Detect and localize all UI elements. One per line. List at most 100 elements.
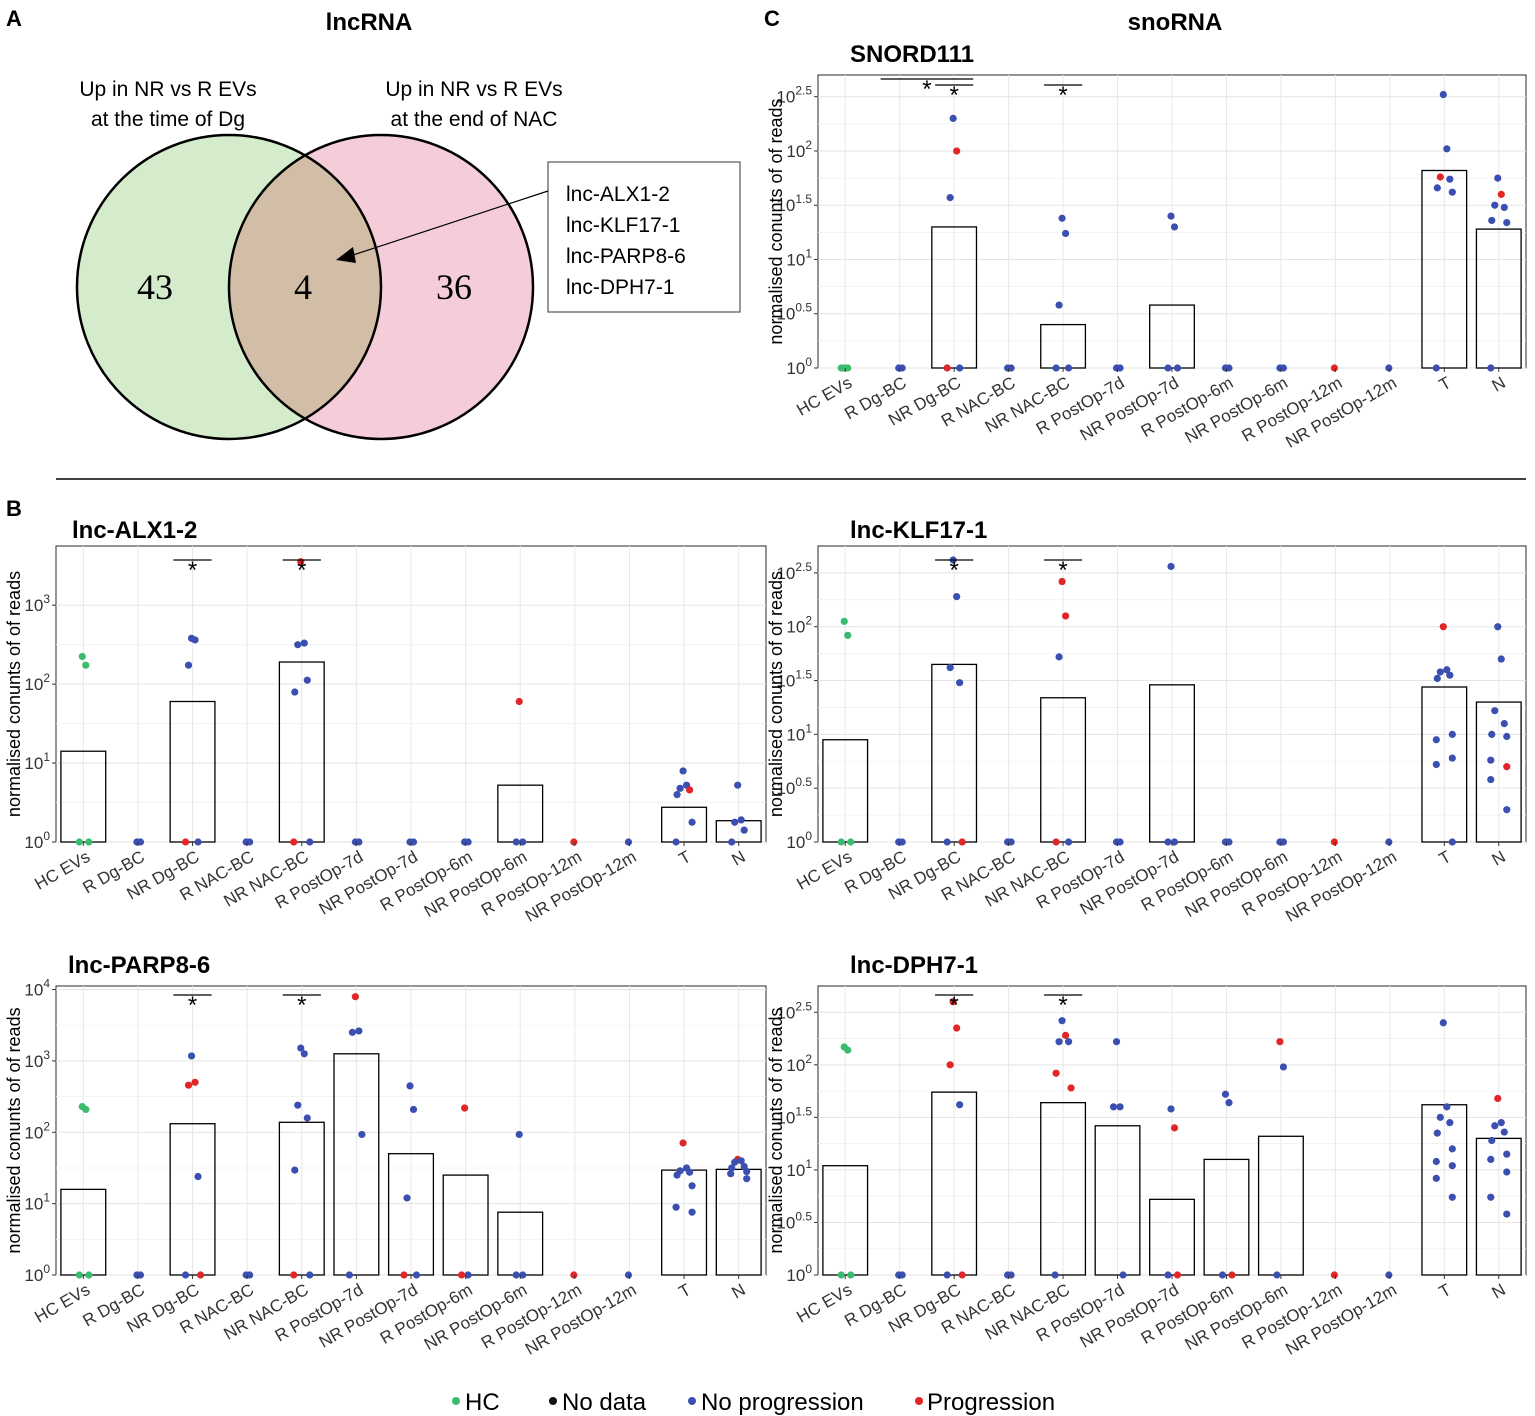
data-point — [1443, 1103, 1451, 1111]
data-point — [727, 1170, 735, 1178]
data-point — [953, 1024, 961, 1032]
data-point — [1487, 1155, 1495, 1163]
data-point — [512, 1271, 520, 1279]
data-point — [1119, 1271, 1127, 1279]
data-point — [1164, 838, 1172, 846]
data-point — [348, 1028, 356, 1036]
data-point — [1446, 175, 1454, 183]
data-point — [624, 838, 633, 846]
data-point — [958, 838, 966, 846]
y-tick-label: 100 — [786, 829, 812, 852]
data-point — [306, 1271, 314, 1279]
y-tick-label: 101.5 — [776, 1104, 812, 1127]
data-point — [672, 838, 680, 846]
data-point — [1052, 364, 1060, 372]
venn-right-outline — [227, 133, 535, 441]
data-point — [1494, 1094, 1502, 1103]
overlap-arrow-line — [349, 190, 549, 257]
data-point — [1497, 190, 1505, 198]
data-point — [1448, 1145, 1456, 1153]
y-tick-label: 100 — [24, 829, 50, 852]
data-point — [1503, 1168, 1511, 1176]
data-point — [291, 688, 299, 696]
legend-dot-no-progression — [688, 1397, 696, 1405]
data-point — [136, 1271, 145, 1279]
data-point — [1055, 1038, 1063, 1046]
data-point — [1500, 1128, 1508, 1136]
data-point — [740, 826, 748, 834]
venn-right-label-line1: Up in NR vs R EVs — [385, 78, 562, 101]
x-tick-label: N — [729, 1280, 749, 1303]
x-tick-label: T — [676, 1280, 694, 1302]
data-point — [1225, 1099, 1233, 1107]
y-tick-label: 102 — [24, 1119, 50, 1142]
x-tick-label: T — [676, 847, 694, 869]
data-point — [82, 661, 90, 669]
data-point — [731, 1158, 739, 1166]
data-point — [1067, 1084, 1075, 1092]
y-tick-label: 102.5 — [776, 560, 812, 583]
data-point — [400, 1271, 408, 1279]
data-point — [184, 1081, 193, 1089]
data-point — [1488, 730, 1496, 738]
data-point — [840, 617, 848, 625]
data-point — [734, 781, 742, 789]
overlap-arrowhead — [336, 247, 356, 263]
data-point — [688, 1208, 696, 1216]
data-point — [1007, 838, 1015, 846]
data-point — [1225, 838, 1233, 846]
chart-title: lnc-PARP8-6 — [68, 952, 210, 979]
data-point — [1221, 1090, 1230, 1098]
data-point — [1439, 1019, 1447, 1027]
data-point — [519, 1271, 527, 1279]
data-point — [688, 1182, 696, 1190]
data-point — [294, 641, 302, 649]
data-point — [181, 838, 190, 846]
data-point — [191, 1078, 199, 1086]
data-point — [1497, 1119, 1505, 1127]
data-point — [1279, 1063, 1288, 1071]
y-tick-label: 100 — [786, 1262, 812, 1285]
data-point — [685, 1168, 694, 1176]
data-point — [1167, 212, 1175, 220]
data-point — [1494, 174, 1502, 182]
data-point — [1170, 223, 1179, 231]
data-point — [847, 838, 855, 846]
y-tick-label: 101 — [786, 721, 812, 744]
venn-left-count: 43 — [137, 267, 173, 307]
y-axis-title: normalised conunts of of reads — [766, 571, 786, 817]
data-point — [844, 631, 852, 639]
data-point — [1007, 1271, 1015, 1279]
data-point — [956, 364, 964, 372]
data-point — [191, 636, 199, 644]
data-point — [246, 838, 254, 846]
legend: HC No data No progression Progression — [452, 1389, 1055, 1416]
data-point — [1436, 1113, 1444, 1121]
data-point — [570, 1271, 578, 1279]
y-tick-label: 102 — [24, 671, 50, 694]
significance-star: * — [922, 76, 931, 103]
data-point — [82, 1105, 90, 1114]
x-tick-label: N — [1489, 1280, 1509, 1303]
data-point — [1276, 1038, 1284, 1046]
venn-overlap-region — [229, 135, 381, 439]
y-tick-label: 101 — [24, 1191, 50, 1214]
data-point — [1448, 730, 1456, 738]
data-point — [1279, 364, 1288, 372]
data-point — [1058, 577, 1066, 586]
data-point — [673, 791, 681, 799]
data-point — [837, 838, 845, 846]
data-point — [406, 1082, 414, 1090]
data-point — [1273, 1271, 1281, 1279]
x-tick-label: N — [1489, 373, 1509, 396]
significance-star: * — [1058, 557, 1067, 584]
data-point — [1432, 736, 1440, 744]
data-point — [731, 818, 739, 826]
data-point — [1500, 720, 1508, 728]
venn-title: lncRNA — [326, 9, 413, 36]
data-point — [136, 838, 145, 846]
data-point — [958, 1271, 966, 1279]
data-point — [728, 838, 736, 846]
data-point — [1487, 1193, 1495, 1201]
data-point — [943, 364, 951, 372]
